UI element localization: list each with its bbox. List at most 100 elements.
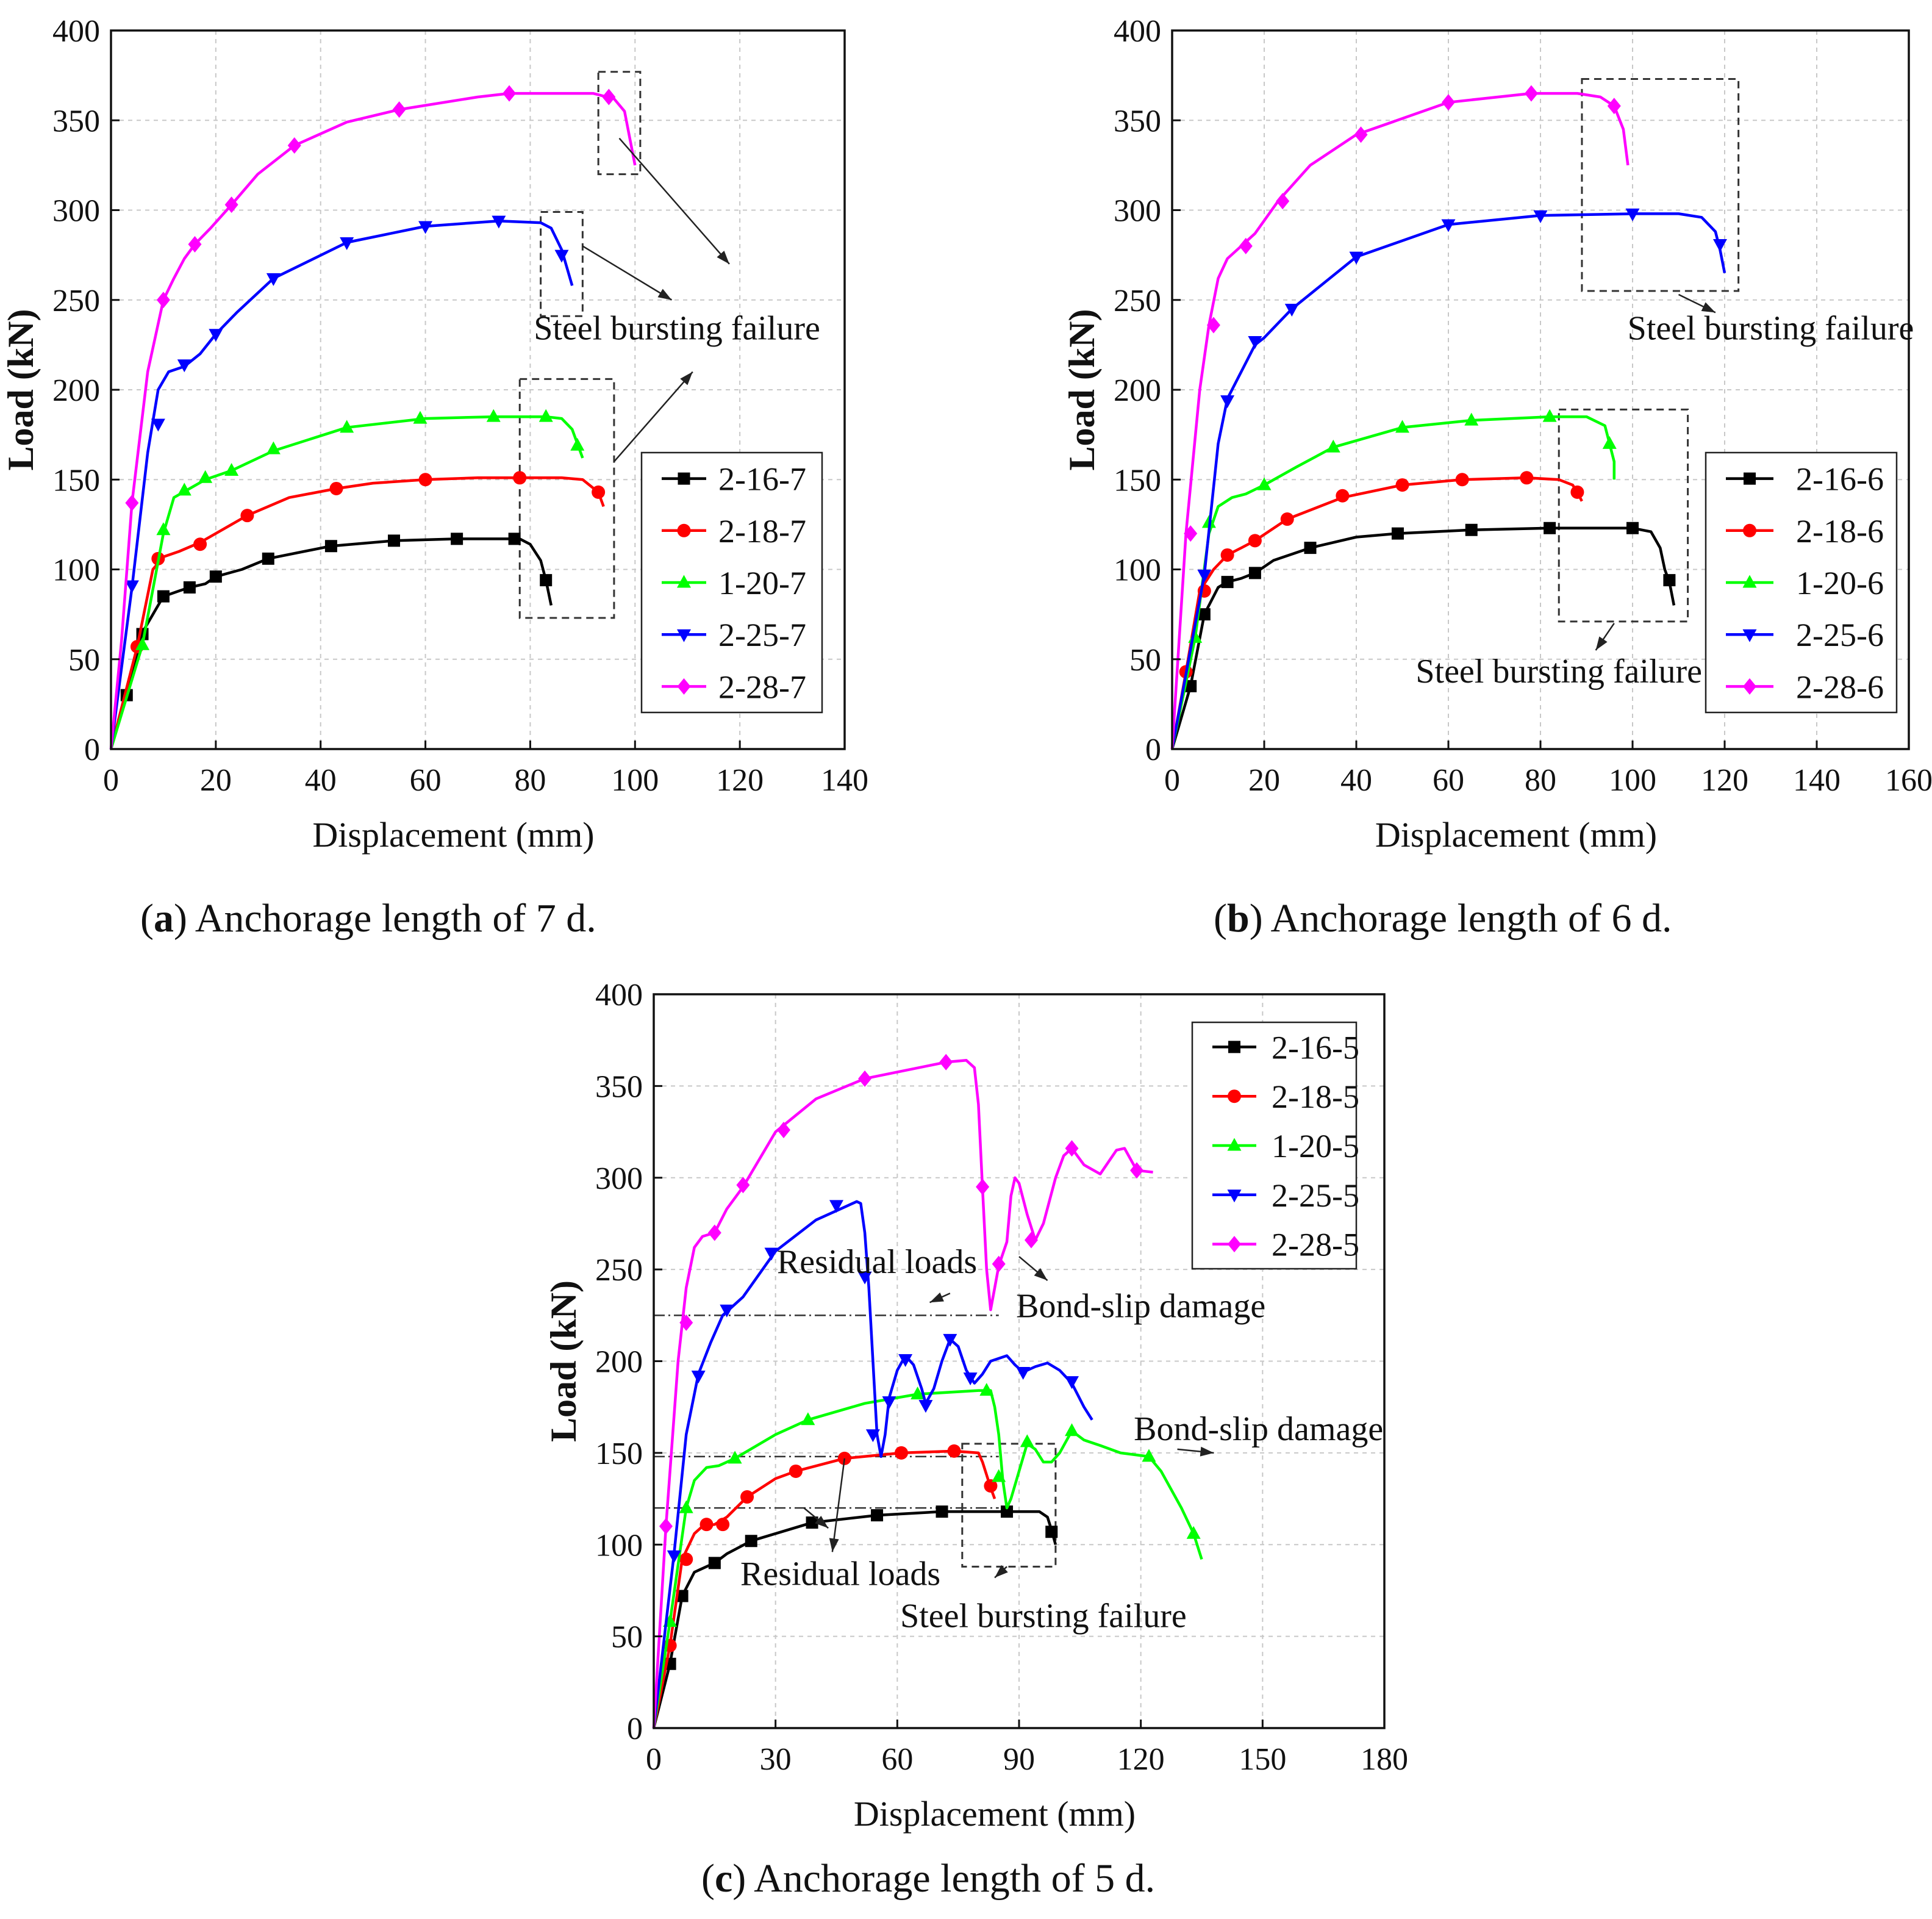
x-tick-label-c: 0: [646, 1742, 662, 1777]
marker-1-20-7: [266, 441, 281, 454]
y-tick-label-b: 200: [1114, 373, 1161, 408]
marker-2-16-7: [451, 533, 463, 545]
marker-2-25-5: [1016, 1367, 1031, 1380]
caption-text-c: ) Anchorage length of 5 d.: [732, 1856, 1156, 1901]
marker-1-20-5: [1142, 1449, 1156, 1462]
marker-1-20-6: [1464, 412, 1479, 426]
series-line-1-20-6: [1170, 415, 1616, 750]
annotation-arrow-head-c: [995, 1565, 1008, 1578]
caption-b: (b) Anchorage length of 6 d.: [1214, 896, 1672, 941]
legend-swatch-marker-2-16-6: [1744, 472, 1756, 485]
marker-1-20-5: [679, 1500, 693, 1513]
legend-label-2-25-7: 2-25-7: [718, 617, 806, 653]
marker-2-25-6: [1625, 208, 1640, 221]
marker-2-18-6: [1570, 485, 1584, 499]
x-tick-label-c: 180: [1361, 1742, 1408, 1777]
marker-2-18-5: [740, 1490, 754, 1504]
marker-2-16-5: [806, 1516, 818, 1529]
marker-2-28-7: [156, 292, 170, 309]
annotation-arrow-head-c: [829, 1538, 839, 1552]
y-tick-label-c: 400: [595, 978, 643, 1013]
series-line-2-28-6: [1170, 91, 1630, 750]
legend-swatch-marker-2-25-7: [677, 629, 691, 642]
marker-2-18-6: [1336, 489, 1350, 503]
legend-label-2-16-5: 2-16-5: [1272, 1029, 1359, 1066]
y-tick-label-c: 200: [595, 1345, 643, 1380]
marker-1-20-7: [224, 463, 239, 476]
marker-2-28-7: [224, 196, 238, 213]
marker-2-28-5: [1130, 1162, 1144, 1179]
marker-2-28-5: [992, 1255, 1006, 1272]
marker-2-16-7: [157, 590, 170, 603]
marker-2-16-5: [745, 1535, 757, 1548]
chart-panel-c: 0 30 60 90 120 150 180 0 50 100 150 200 250 300 350 400…: [543, 978, 1408, 1834]
annotation-text-c: Bond-slip damage: [1016, 1287, 1265, 1325]
series-line-2-18-6: [1170, 476, 1583, 750]
y-tick-label-a: 150: [52, 463, 100, 498]
annotation-arrow-line-a: [582, 245, 673, 301]
marker-1-20-7: [340, 420, 354, 433]
legend-swatch-marker-2-18-7: [677, 523, 691, 537]
annotation-arrow-head-a: [717, 251, 729, 264]
marker-2-28-6: [1239, 237, 1253, 254]
caption-a: (a) Anchorage length of 7 d.: [140, 896, 596, 941]
x-tick-label-c: 30: [760, 1742, 792, 1777]
marker-2-16-6: [1465, 523, 1478, 536]
y-tick-label-b: 300: [1114, 194, 1161, 229]
x-tick-label-b: 80: [1525, 763, 1556, 798]
marker-2-18-5: [984, 1479, 998, 1493]
annotation-text-c: Residual loads: [777, 1243, 977, 1281]
y-tick-label-a: 400: [52, 14, 100, 49]
x-tick-label-b: 40: [1340, 763, 1372, 798]
annotation-arrow-head-b: [1595, 636, 1608, 651]
legend-swatch-marker-2-18-6: [1743, 523, 1756, 537]
marker-2-25-7: [340, 237, 354, 251]
marker-2-16-6: [1391, 527, 1404, 540]
marker-2-16-5: [1045, 1526, 1058, 1538]
marker-2-28-7: [188, 235, 202, 253]
marker-2-18-7: [418, 473, 432, 487]
legend-label-2-18-5: 2-18-5: [1272, 1078, 1359, 1115]
marker-2-28-6: [1354, 126, 1368, 143]
x-tick-label-a: 120: [716, 763, 764, 798]
marker-2-25-5: [1065, 1376, 1079, 1390]
marker-1-20-5: [1186, 1526, 1201, 1539]
marker-2-16-5: [708, 1557, 721, 1569]
marker-2-28-5: [858, 1070, 872, 1087]
marker-1-20-5: [992, 1469, 1006, 1482]
legend-label-1-20-6: 1-20-6: [1796, 565, 1884, 601]
legend-swatch-marker-2-16-7: [678, 472, 690, 485]
marker-1-20-5: [1020, 1434, 1034, 1447]
marker-2-28-5: [707, 1224, 721, 1241]
marker-2-25-6: [1441, 219, 1456, 232]
annotation-text-b: Steel bursting failure: [1415, 653, 1702, 690]
y-axis-label-b: Load (kN): [1062, 309, 1102, 470]
marker-2-25-6: [1248, 335, 1262, 349]
legend-label-2-28-7: 2-28-7: [718, 669, 806, 705]
marker-2-18-5: [947, 1444, 961, 1458]
marker-2-25-7: [151, 418, 165, 432]
legend-label-2-16-6: 2-16-6: [1796, 461, 1884, 498]
marker-2-18-6: [1220, 548, 1234, 562]
annotation-arrow-head-a: [680, 371, 693, 386]
x-tick-label-b: 60: [1433, 763, 1464, 798]
annotation-text-c: Residual loads: [740, 1555, 940, 1593]
y-tick-label-c: 50: [611, 1620, 643, 1655]
y-tick-label-b: 100: [1114, 553, 1161, 588]
legend-label-1-20-7: 1-20-7: [718, 565, 806, 601]
y-tick-label-c: 300: [595, 1161, 643, 1196]
marker-2-18-5: [716, 1518, 730, 1532]
y-tick-label-c: 350: [595, 1069, 643, 1104]
marker-2-16-7: [388, 534, 401, 547]
y-tick-label-a: 250: [52, 284, 100, 318]
annotation-arrow-head-a: [657, 289, 672, 300]
legend-label-2-16-7: 2-16-7: [718, 461, 806, 498]
annotation-text-c: Bond-slip damage: [1134, 1410, 1383, 1448]
legend-swatch-marker-2-18-5: [1228, 1089, 1241, 1103]
y-tick-label-a: 350: [52, 104, 100, 138]
marker-1-20-5: [979, 1383, 994, 1396]
y-tick-label-c: 250: [595, 1253, 643, 1288]
marker-2-25-7: [418, 221, 433, 234]
marker-2-16-7: [209, 570, 222, 583]
